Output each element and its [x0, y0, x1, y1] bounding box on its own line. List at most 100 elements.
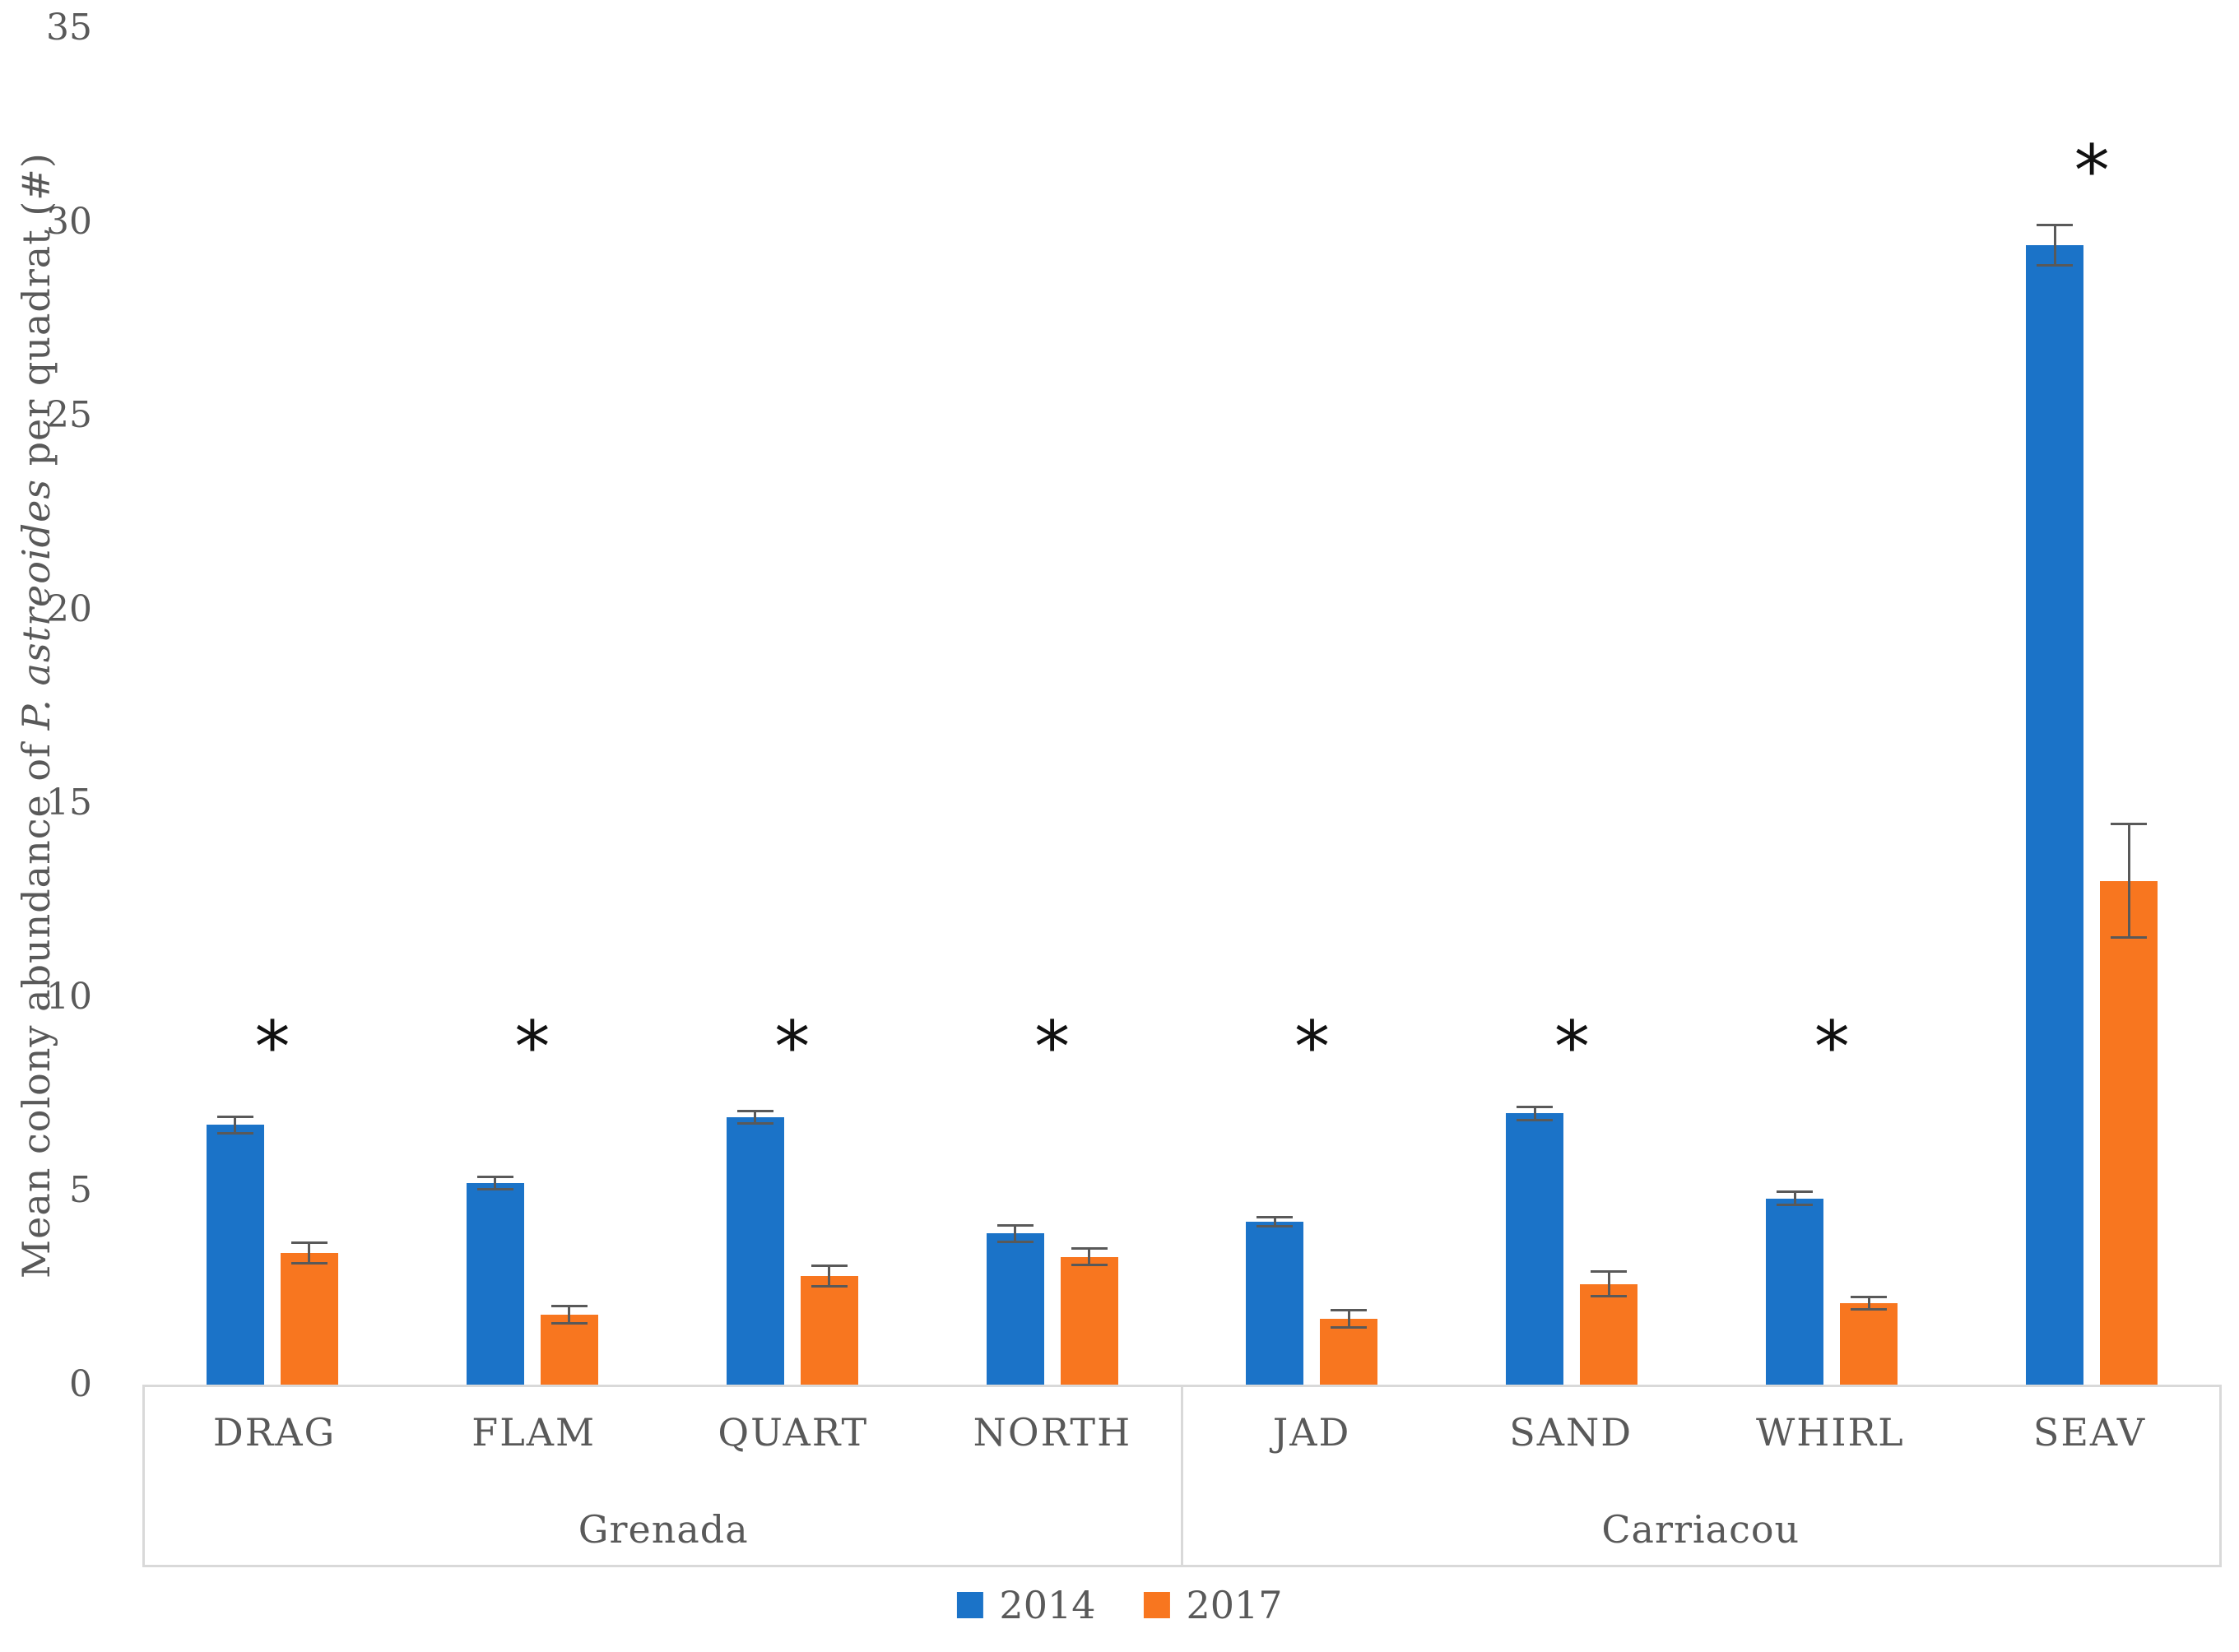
region-divider-line — [1181, 1387, 1183, 1565]
bar-drag-2014 — [206, 1125, 264, 1385]
category-slot-jad — [1182, 28, 1442, 1385]
error-bar-north-2017 — [1071, 1246, 1108, 1267]
error-bar-cap-top — [1331, 1309, 1368, 1312]
significance-asterisk-sand: * — [1554, 1006, 1590, 1089]
significance-asterisk-drag: * — [254, 1006, 290, 1089]
error-bar-cap-bottom — [290, 1261, 327, 1265]
category-slot-quart — [662, 28, 922, 1385]
error-bar-cap-bottom — [1331, 1325, 1368, 1329]
error-bar-flam-2014 — [476, 1175, 513, 1191]
legend-swatch-2014-icon — [956, 1592, 983, 1618]
error-bar-quart-2014 — [736, 1109, 773, 1125]
bar-quart-2017 — [800, 1276, 858, 1385]
significance-asterisk-flam: * — [514, 1006, 550, 1089]
error-bar-cap-bottom — [1851, 1308, 1888, 1311]
category-axis-box: DRAG FLAM QUART NORTH JAD SAND WHIRL SEAV Grena… — [142, 1385, 2222, 1567]
error-bar-sand-2014 — [1517, 1105, 1554, 1121]
error-bar-cap-top — [1851, 1295, 1888, 1298]
error-bar-cap-top — [736, 1109, 773, 1112]
legend-label-2014: 2014 — [999, 1583, 1096, 1627]
category-slot-flam — [402, 28, 662, 1385]
significance-asterisk-quart: * — [774, 1006, 811, 1089]
error-bar-seav-2014 — [2037, 223, 2074, 267]
error-bar-sand-2017 — [1591, 1270, 1628, 1297]
error-bar-cap-top — [1517, 1105, 1554, 1108]
error-bar-cap-bottom — [2037, 263, 2074, 267]
site-label-quart: QUART — [718, 1410, 869, 1455]
error-bar-drag-2017 — [290, 1241, 327, 1265]
error-bar-line — [754, 1109, 757, 1125]
significance-asterisk-north: * — [1034, 1006, 1071, 1089]
y-tick-label-20: 20 — [46, 587, 92, 630]
error-bar-line — [1793, 1190, 1796, 1207]
bar-flam-2014 — [466, 1183, 524, 1385]
bar-seav-2017 — [2100, 880, 2158, 1385]
y-tick-label-5: 5 — [69, 1169, 92, 1212]
error-bar-line — [568, 1305, 571, 1325]
error-bar-line — [1867, 1295, 1870, 1311]
error-bar-cap-bottom — [1777, 1204, 1814, 1207]
error-bar-line — [308, 1241, 311, 1265]
error-bar-cap-top — [1071, 1246, 1108, 1250]
error-bar-line — [2127, 822, 2130, 940]
error-bar-jad-2014 — [1257, 1216, 1294, 1228]
site-label-seav: SEAV — [2032, 1410, 2147, 1455]
category-slot-drag — [142, 28, 402, 1385]
site-label-row: DRAG FLAM QUART NORTH JAD SAND WHIRL SEAV — [145, 1410, 2219, 1455]
error-bar-cap-bottom — [1071, 1264, 1108, 1267]
bar-north-2017 — [1060, 1256, 1118, 1385]
error-bar-line — [494, 1175, 497, 1191]
y-tick-label-0: 0 — [69, 1363, 92, 1405]
error-bar-cap-top — [216, 1115, 253, 1118]
error-bar-cap-bottom — [476, 1188, 513, 1191]
y-tick-label-10: 10 — [46, 975, 92, 1018]
bar-quart-2014 — [726, 1116, 784, 1385]
significance-asterisk-jad: * — [1294, 1006, 1330, 1089]
site-label-drag: DRAG — [212, 1410, 337, 1455]
error-bar-line — [1607, 1270, 1610, 1297]
site-label-sand: SAND — [1509, 1410, 1633, 1455]
y-tick-label-30: 30 — [46, 200, 92, 243]
error-bar-line — [828, 1264, 831, 1288]
region-label-carriacou: Carriacou — [1601, 1507, 1800, 1552]
bar-flam-2017 — [540, 1315, 598, 1385]
error-bar-cap-bottom — [216, 1132, 253, 1135]
error-bar-cap-top — [290, 1241, 327, 1244]
legend-item-2014: 2014 — [956, 1583, 1096, 1627]
error-bar-cap-top — [811, 1264, 848, 1267]
error-bar-line — [1273, 1216, 1276, 1228]
error-bar-cap-bottom — [996, 1241, 1034, 1244]
error-bar-cap-bottom — [811, 1285, 848, 1288]
error-bar-whirl-2017 — [1851, 1295, 1888, 1311]
error-bar-drag-2014 — [216, 1115, 253, 1135]
error-bar-cap-top — [1257, 1216, 1294, 1219]
error-bar-cap-bottom — [1591, 1295, 1628, 1297]
plot-area: * * * * * * * * — [142, 28, 2222, 1385]
error-bar-cap-top — [996, 1223, 1034, 1227]
bar-whirl-2017 — [1840, 1303, 1898, 1385]
error-bar-cap-top — [2111, 822, 2148, 825]
error-bar-line — [1014, 1223, 1017, 1244]
error-bar-cap-top — [476, 1175, 513, 1178]
region-label-grenada: Grenada — [578, 1507, 749, 1552]
y-tick-label-25: 25 — [46, 394, 92, 437]
y-tick-label-35: 35 — [46, 7, 92, 49]
error-bar-line — [234, 1115, 237, 1135]
region-label-row: Grenada Carriacou — [145, 1507, 2219, 1552]
bar-sand-2017 — [1580, 1283, 1638, 1385]
error-bar-seav-2017 — [2111, 822, 2148, 940]
legend-swatch-2017-icon — [1143, 1592, 1170, 1618]
error-bar-cap-bottom — [736, 1122, 773, 1125]
site-label-flam: FLAM — [471, 1410, 597, 1455]
error-bar-north-2014 — [996, 1223, 1034, 1244]
bar-sand-2014 — [1506, 1113, 1564, 1385]
site-label-whirl: WHIRL — [1755, 1410, 1905, 1455]
significance-asterisk-seav: * — [2074, 130, 2110, 213]
category-slot-north — [922, 28, 1182, 1385]
error-bar-jad-2017 — [1331, 1309, 1368, 1329]
bar-seav-2014 — [2026, 244, 2084, 1385]
chart-legend: 2014 2017 — [956, 1583, 1283, 1627]
error-bar-cap-top — [1591, 1270, 1628, 1274]
error-bar-flam-2017 — [550, 1305, 588, 1325]
